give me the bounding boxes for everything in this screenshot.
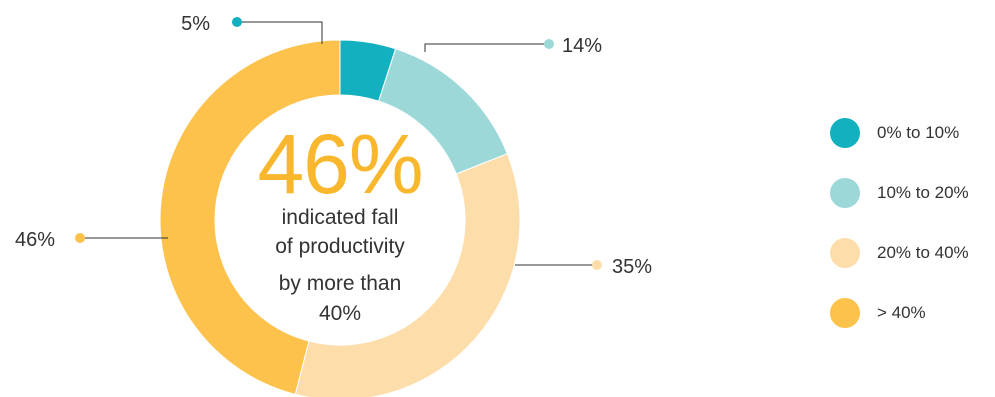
center-caption-line-3: by more than xyxy=(278,272,402,295)
leader-dot xyxy=(75,233,85,243)
data-label: 14% xyxy=(562,35,602,57)
center-caption-line-2: of productivity xyxy=(275,235,405,258)
legend-item[interactable]: 0% to 10% xyxy=(830,118,969,148)
leader-line xyxy=(237,21,323,44)
data-label: 35% xyxy=(612,256,652,278)
leader-line xyxy=(424,43,549,52)
legend-swatch xyxy=(830,118,860,148)
donut-slice[interactable] xyxy=(159,39,341,395)
legend: 0% to 10% 10% to 20% 20% to 40% > 40% xyxy=(830,118,969,358)
leader-dot xyxy=(592,260,602,270)
center-percentage: 46% xyxy=(257,117,423,211)
legend-item[interactable]: > 40% xyxy=(830,298,969,328)
legend-swatch xyxy=(830,178,860,208)
center-caption-line-4: 40% xyxy=(318,302,362,325)
center-caption-line-1: indicated fall xyxy=(281,206,399,229)
data-label: 5% xyxy=(181,13,210,35)
legend-label: > 40% xyxy=(877,303,926,322)
legend-label: 0% to 10% xyxy=(877,123,960,142)
legend-label: 10% to 20% xyxy=(877,183,969,202)
legend-label: 20% to 40% xyxy=(877,243,969,262)
legend-swatch xyxy=(830,238,860,268)
legend-item[interactable]: 20% to 40% xyxy=(830,238,969,268)
legend-item[interactable]: 10% to 20% xyxy=(830,178,969,208)
data-label: 46% xyxy=(15,229,55,251)
leader-dot xyxy=(232,17,242,27)
legend-swatch xyxy=(830,298,860,328)
leader-dot xyxy=(544,39,554,49)
